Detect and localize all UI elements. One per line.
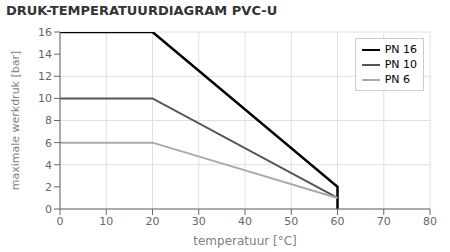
- svg-text:40: 40: [238, 215, 252, 228]
- svg-text:10: 10: [38, 92, 52, 105]
- html-text:DRUK-TEMPERATUURDIAGRAM PVC-U: DRUK-TEMPERATUURDIAGRAM PVC-U: [6, 3, 278, 18]
- svg-text:10: 10: [99, 215, 113, 228]
- svg-text:0: 0: [57, 215, 64, 228]
- svg-text:0: 0: [45, 203, 52, 216]
- svg-text:50: 50: [284, 215, 298, 228]
- svg-text:80: 80: [423, 215, 437, 228]
- svg-text:14: 14: [38, 48, 52, 61]
- html-text:PN 10: PN 10: [384, 58, 417, 71]
- html-text:PN 6: PN 6: [384, 73, 410, 86]
- svg-text:2: 2: [45, 181, 52, 194]
- svg-text:8: 8: [45, 114, 52, 127]
- svg-text:maximale werkdruk [bar]: maximale werkdruk [bar]: [9, 51, 22, 191]
- svg-text:30: 30: [192, 215, 206, 228]
- svg-text:60: 60: [331, 215, 345, 228]
- html-text:PN 16: PN 16: [384, 43, 417, 56]
- svg-text:12: 12: [38, 70, 52, 83]
- svg-text:6: 6: [45, 137, 52, 150]
- svg-text:4: 4: [45, 159, 52, 172]
- svg-text:70: 70: [377, 215, 391, 228]
- svg-text:16: 16: [38, 26, 52, 39]
- svg-text:20: 20: [146, 215, 160, 228]
- svg-text:temperatuur [°C]: temperatuur [°C]: [193, 234, 296, 248]
